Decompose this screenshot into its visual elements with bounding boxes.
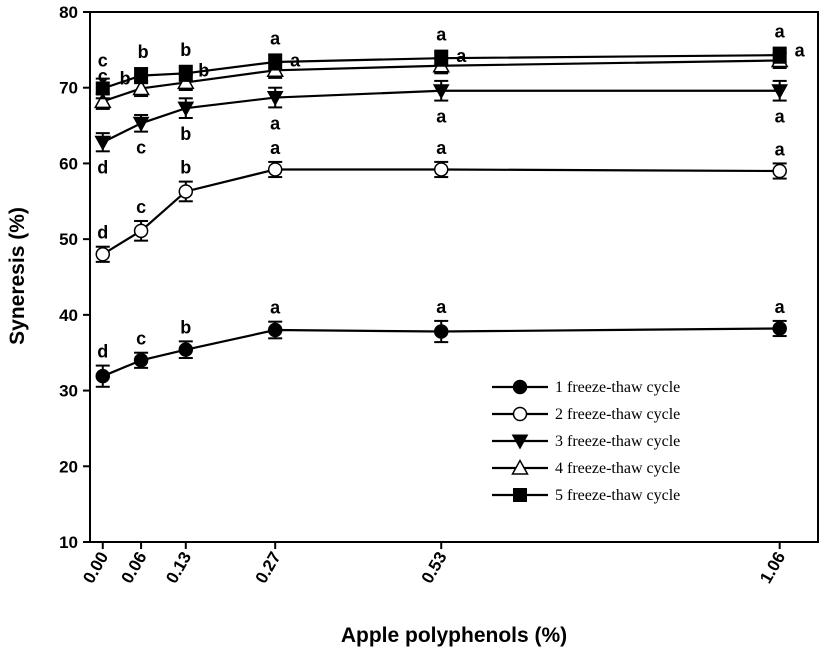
significance-letter: a xyxy=(775,22,786,42)
significance-letter: d xyxy=(97,342,108,362)
y-axis-title: Syneresis (%) xyxy=(6,207,29,345)
legend-marker xyxy=(513,488,527,502)
series-5 xyxy=(95,46,787,100)
significance-letter: c xyxy=(136,138,146,158)
significance-letter: c xyxy=(98,66,108,86)
significance-letter: a xyxy=(290,50,301,70)
x-tick-label: 0.06 xyxy=(118,549,151,587)
data-point xyxy=(133,223,149,239)
significance-letter: b xyxy=(180,124,191,144)
data-point xyxy=(95,81,110,96)
significance-letter: a xyxy=(456,46,467,66)
y-tick-label: 40 xyxy=(59,306,78,325)
data-point xyxy=(267,162,283,177)
legend-item: 3 freeze-thaw cycle xyxy=(492,433,680,450)
significance-letter: b xyxy=(180,40,191,60)
legend-label: 4 freeze-thaw cycle xyxy=(555,460,680,477)
legend-label: 5 freeze-thaw cycle xyxy=(555,487,680,504)
y-tick-label: 10 xyxy=(59,533,78,552)
plot-frame xyxy=(89,11,819,543)
x-axis-title: Apple polyphenols (%) xyxy=(341,624,567,647)
y-tick-label: 60 xyxy=(59,154,78,173)
data-point xyxy=(178,184,194,199)
legend-marker xyxy=(512,406,528,422)
x-tick-label: 0.13 xyxy=(162,549,195,587)
legend-marker xyxy=(511,458,529,475)
significance-letter: a xyxy=(270,113,281,133)
significance-letter: c xyxy=(98,51,108,71)
data-point xyxy=(267,322,283,338)
significance-letter: a xyxy=(270,138,281,158)
y-tick-label: 30 xyxy=(59,382,78,401)
data-point xyxy=(178,66,193,81)
legend-item: 5 freeze-thaw cycle xyxy=(492,487,680,504)
series-line xyxy=(102,89,780,144)
y-tick-label: 80 xyxy=(59,3,78,22)
legend-label: 1 freeze-thaw cycle xyxy=(555,379,680,396)
data-point xyxy=(772,48,787,63)
significance-letter: a xyxy=(775,139,786,159)
series-3 xyxy=(94,79,789,153)
significance-letter: c xyxy=(136,197,146,217)
significance-letter: a xyxy=(436,297,447,317)
significance-letter: b xyxy=(180,158,191,178)
data-point xyxy=(771,84,789,100)
significance-letter: a xyxy=(270,28,281,48)
significance-letter: d xyxy=(97,157,108,177)
significance-letter: b xyxy=(138,42,149,62)
significance-letter: a xyxy=(436,138,447,158)
legend-label: 3 freeze-thaw cycle xyxy=(555,433,680,450)
data-point xyxy=(433,324,449,339)
x-tick-label: 0.53 xyxy=(418,549,451,587)
significance-letter: c xyxy=(136,329,146,349)
significance-letter: a xyxy=(795,40,806,60)
series-2 xyxy=(95,160,787,263)
data-point xyxy=(178,342,194,357)
data-point xyxy=(772,321,787,336)
data-point xyxy=(94,135,112,151)
significance-letter: b xyxy=(180,317,191,337)
significance-letter: a xyxy=(436,25,447,45)
data-point xyxy=(266,91,284,107)
data-point xyxy=(432,84,450,100)
x-tick-label: 0.27 xyxy=(252,549,285,587)
data-point xyxy=(434,51,449,66)
data-point xyxy=(268,54,283,69)
legend-marker xyxy=(512,379,528,395)
y-tick-label: 20 xyxy=(59,457,78,476)
data-point xyxy=(133,353,149,368)
significance-letter: a xyxy=(436,107,447,127)
data-point xyxy=(134,68,149,83)
series-layer xyxy=(93,46,789,388)
series-1 xyxy=(95,319,787,388)
significance-letter: a xyxy=(775,107,786,127)
significance-letter: b xyxy=(120,68,131,88)
significance-letter: a xyxy=(270,298,281,318)
significance-letter: a xyxy=(775,297,786,317)
data-point xyxy=(177,101,195,117)
data-point xyxy=(95,368,111,384)
legend-item: 2 freeze-thaw cycle xyxy=(492,406,680,423)
x-tick-label: 0.00 xyxy=(79,549,112,587)
y-tick-label: 70 xyxy=(59,79,78,98)
data-point xyxy=(433,162,449,177)
data-point xyxy=(95,247,111,262)
legend-label: 2 freeze-thaw cycle xyxy=(555,406,680,423)
significance-letter: d xyxy=(97,223,108,243)
data-point xyxy=(132,116,150,132)
y-tick-label: 50 xyxy=(59,230,78,249)
data-point xyxy=(772,163,787,179)
legend-marker xyxy=(511,434,529,450)
legend-item: 1 freeze-thaw cycle xyxy=(492,379,680,396)
data-point xyxy=(93,92,112,109)
x-tick-label: 1.06 xyxy=(756,549,789,587)
chart-legend: 1 freeze-thaw cycle 2 freeze-thaw cycle 3 … xyxy=(492,379,680,504)
data-point xyxy=(132,79,150,96)
series-line xyxy=(102,59,780,103)
legend-item: 4 freeze-thaw cycle xyxy=(492,458,680,477)
significance-letter: b xyxy=(198,60,209,80)
series-line xyxy=(102,168,780,256)
